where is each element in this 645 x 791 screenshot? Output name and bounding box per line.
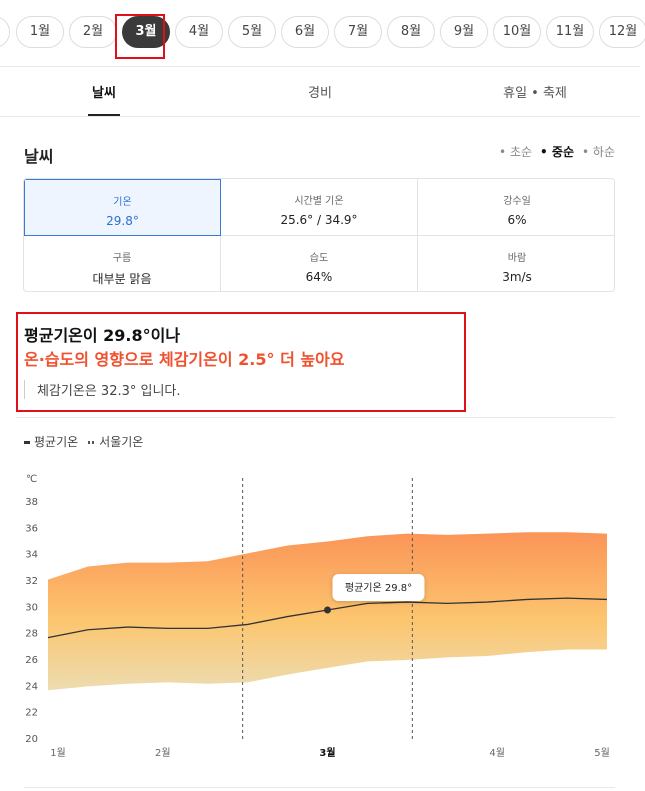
month-pill[interactable]: 11월	[546, 16, 594, 48]
weather-table: 기온 29.8° 시간별 기온 25.6° / 34.9° 강수일 6% 구름 대부분 맑음 습…	[23, 178, 615, 292]
x-tick-label: 4월	[489, 747, 505, 759]
legend-item: 평균기온	[24, 433, 78, 450]
weather-label: 강수일	[503, 196, 531, 207]
month-pill[interactable]: 6월	[281, 16, 329, 48]
weather-cell[interactable]: 바람 3m/s	[418, 236, 614, 291]
weather-value: 29.8°	[106, 214, 139, 228]
y-unit: ℃	[26, 474, 37, 485]
weather-value: 25.6° / 34.9°	[280, 213, 358, 227]
x-tick-label: 3월	[319, 747, 335, 759]
month-pill[interactable]: 3월	[122, 16, 170, 48]
month-pill[interactable]: 1월	[16, 16, 64, 48]
month-pill[interactable]: 2월	[69, 16, 117, 48]
tab[interactable]: 경비	[308, 86, 332, 101]
divider	[0, 66, 640, 67]
weather-cell[interactable]: 습도 64%	[221, 236, 418, 291]
y-tick-label: 30	[25, 602, 38, 613]
divider	[16, 417, 615, 418]
weather-label: 시간별 기온	[294, 196, 344, 207]
month-pill[interactable]: 9월	[440, 16, 488, 48]
tab-underline	[88, 114, 120, 116]
y-tick-label: 28	[25, 629, 38, 640]
period-option[interactable]: 하순	[582, 143, 615, 160]
period-filter: 초순 중순 하순	[499, 143, 615, 160]
month-pill[interactable]: 10월	[493, 16, 541, 48]
x-tick-label: 2월	[155, 747, 171, 759]
summary-note: 체감기온은 32.3° 입니다.	[24, 380, 181, 399]
summary-highlight: 온·습도의 영향으로 체감기온이 2.5° 더 높아요	[24, 350, 345, 369]
tab[interactable]: 날씨	[92, 86, 116, 101]
weather-cell[interactable]: 시간별 기온 25.6° / 34.9°	[221, 179, 418, 236]
month-pill[interactable]: 7월	[334, 16, 382, 48]
highlight-point	[324, 606, 331, 614]
month-pill[interactable]: 4월	[175, 16, 223, 48]
y-tick-label: 26	[25, 655, 38, 666]
weather-cell[interactable]: 강수일 6%	[418, 179, 614, 236]
month-pill[interactable]: 12월	[599, 16, 645, 48]
x-tick-label: 5월	[594, 747, 610, 759]
weather-value: 대부분 맑음	[92, 272, 152, 286]
divider	[24, 787, 615, 788]
y-tick-label: 34	[25, 550, 38, 561]
y-tick-label: 22	[25, 708, 38, 719]
divider	[0, 116, 640, 117]
tooltip-box	[332, 573, 425, 601]
period-option[interactable]: 중순	[540, 143, 574, 160]
weather-value: 6%	[507, 213, 527, 227]
y-tick-label: 32	[25, 576, 38, 587]
section-title: 날씨	[24, 147, 54, 166]
weather-label: 기온	[113, 197, 132, 208]
weather-label: 구름	[112, 253, 132, 264]
month-pill[interactable]: 5월	[228, 16, 276, 48]
weather-value: 64%	[305, 270, 333, 284]
y-tick-label: 24	[25, 681, 38, 692]
legend-item: 서울기온	[88, 433, 143, 450]
weather-label: 습도	[309, 253, 329, 264]
y-tick-label: 36	[25, 523, 38, 534]
tooltip-text: 평균기온 29.8°	[345, 582, 412, 594]
legend: 평균기온 서울기온	[24, 433, 143, 450]
y-tick-label: 20	[25, 734, 38, 745]
period-option[interactable]: 초순	[499, 143, 532, 160]
summary-line: 평균기온이 29.8°이나	[24, 326, 181, 345]
highlight-box	[115, 14, 165, 59]
weather-label: 바람	[507, 253, 527, 264]
tab-bar: 날씨 경비 휴일 • 축제	[0, 66, 640, 116]
tab[interactable]: 휴일 • 축제	[503, 86, 567, 101]
weather-cell[interactable]: 기온 29.8°	[24, 179, 221, 236]
month-pill[interactable]: 8월	[387, 16, 435, 48]
x-tick-label: 1월	[50, 747, 66, 759]
highlight-box	[16, 312, 466, 412]
month-selector: 1월 2월 3월 4월 5월 6월 7월 8월 9월 10월 11월 12월	[0, 16, 645, 48]
weather-value: 3m/s	[502, 270, 532, 284]
y-tick-label: 38	[25, 497, 38, 508]
